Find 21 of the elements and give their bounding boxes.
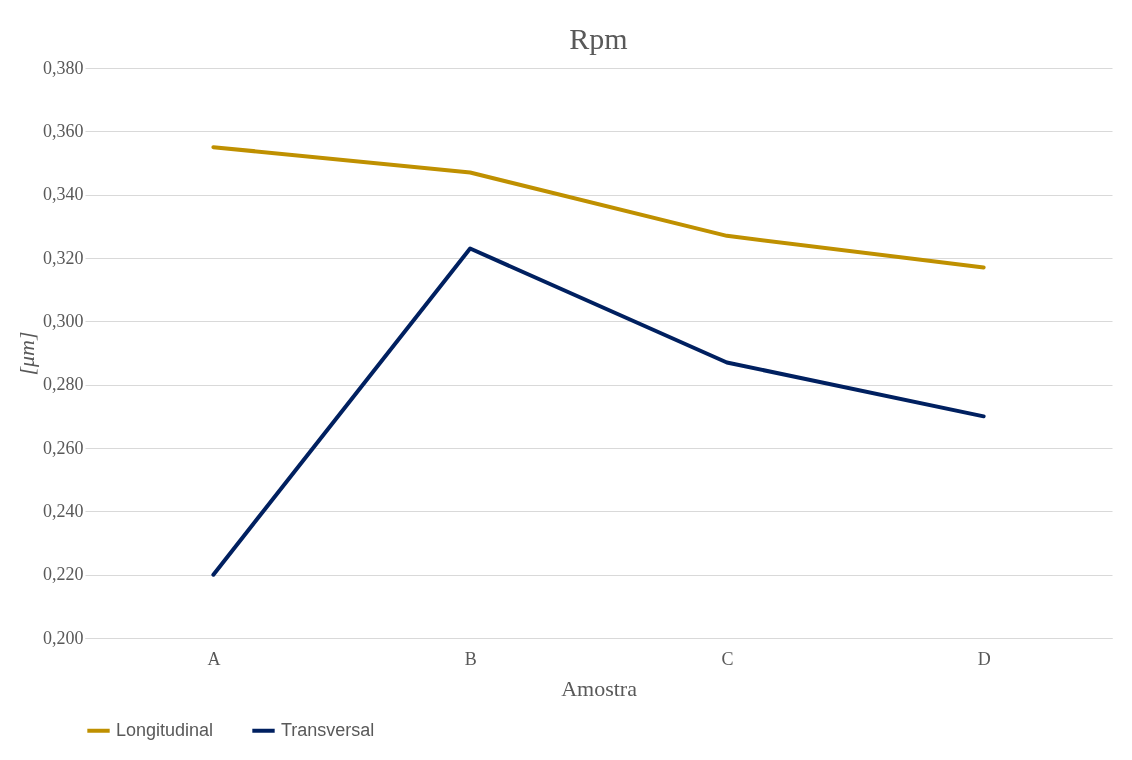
y-axis-title: [μm] (14, 331, 39, 376)
y-tick-label: 0,360 (43, 120, 84, 141)
x-axis-title: Amostra (561, 675, 638, 701)
x-tick-label: C (721, 648, 734, 669)
y-tick-label: 0,320 (43, 247, 84, 268)
x-tick-label: D (977, 648, 991, 669)
y-tick-label: 0,240 (43, 500, 84, 521)
y-tick-label: 0,260 (43, 437, 84, 458)
y-tick-label: 0,200 (43, 627, 84, 648)
y-tick-label: 0,300 (43, 310, 84, 331)
y-tick-label: 0,280 (43, 374, 84, 395)
legend-label: Transversal (281, 719, 375, 740)
y-tick-label: 0,340 (43, 184, 84, 205)
line-series (211, 246, 986, 577)
chart-title: Rpm (569, 22, 628, 55)
x-tick-label: B (464, 648, 477, 669)
line-series (211, 145, 986, 270)
legend-label: Longitudinal (116, 719, 214, 740)
x-tick-label: A (207, 648, 221, 669)
y-tick-label: 0,380 (43, 57, 84, 78)
y-tick-label: 0,220 (43, 564, 84, 585)
